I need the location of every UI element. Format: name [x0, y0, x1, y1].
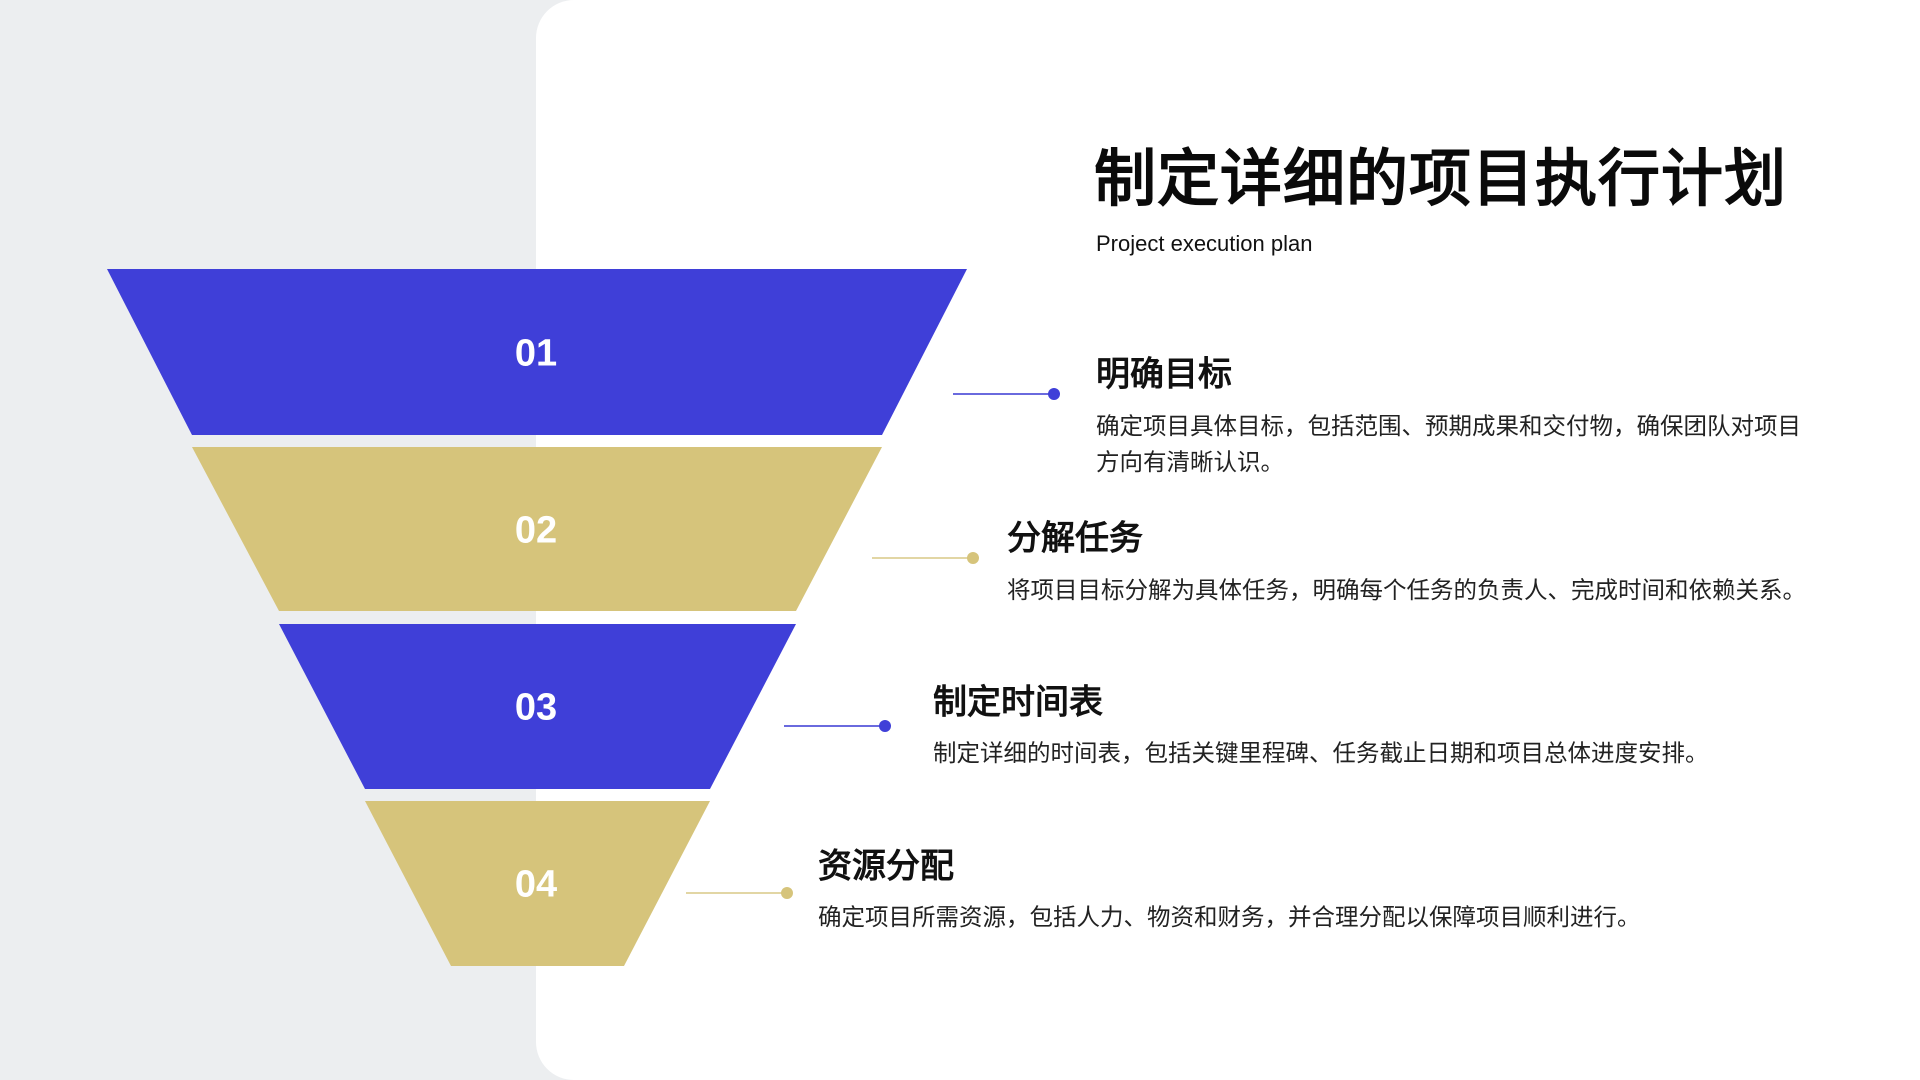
funnel-band-1	[107, 269, 967, 435]
item-title-2: 分解任务	[1007, 519, 1143, 558]
connector-line-1	[953, 393, 1053, 395]
connector-line-2	[872, 557, 972, 559]
page-title: 制定详细的项目执行计划	[1094, 145, 1788, 214]
funnel-band-4	[365, 801, 710, 966]
funnel-number-1: 01	[514, 332, 558, 375]
item-title-4: 资源分配	[818, 847, 954, 886]
item-description-4: 确定项目所需资源，包括人力、物资和财务，并合理分配以保障项目顺利进行。	[818, 904, 1641, 930]
connector-line-4	[686, 892, 786, 894]
item-description-3: 制定详细的时间表，包括关键里程碑、任务截止日期和项目总体进度安排。	[933, 740, 1709, 766]
funnel-number-4: 04	[514, 863, 558, 906]
connector-dot-3	[879, 720, 891, 732]
funnel-number-3: 03	[514, 686, 558, 729]
item-title-1: 明确目标	[1096, 355, 1232, 394]
connector-line-3	[784, 725, 884, 727]
funnel-band-3	[279, 624, 796, 789]
funnel-number-2: 02	[514, 509, 558, 552]
item-description-1: 确定项目具体目标，包括范围、预期成果和交付物，确保团队对项目方向有清晰认识。	[1096, 413, 1801, 475]
funnel-band-2	[192, 447, 882, 611]
item-title-3: 制定时间表	[933, 683, 1103, 722]
connector-dot-4	[781, 887, 793, 899]
item-description-2: 将项目目标分解为具体任务，明确每个任务的负责人、完成时间和依赖关系。	[1007, 577, 1806, 603]
connector-dot-1	[1048, 388, 1060, 400]
page-subtitle: Project execution plan	[1096, 231, 1313, 256]
connector-dot-2	[967, 552, 979, 564]
